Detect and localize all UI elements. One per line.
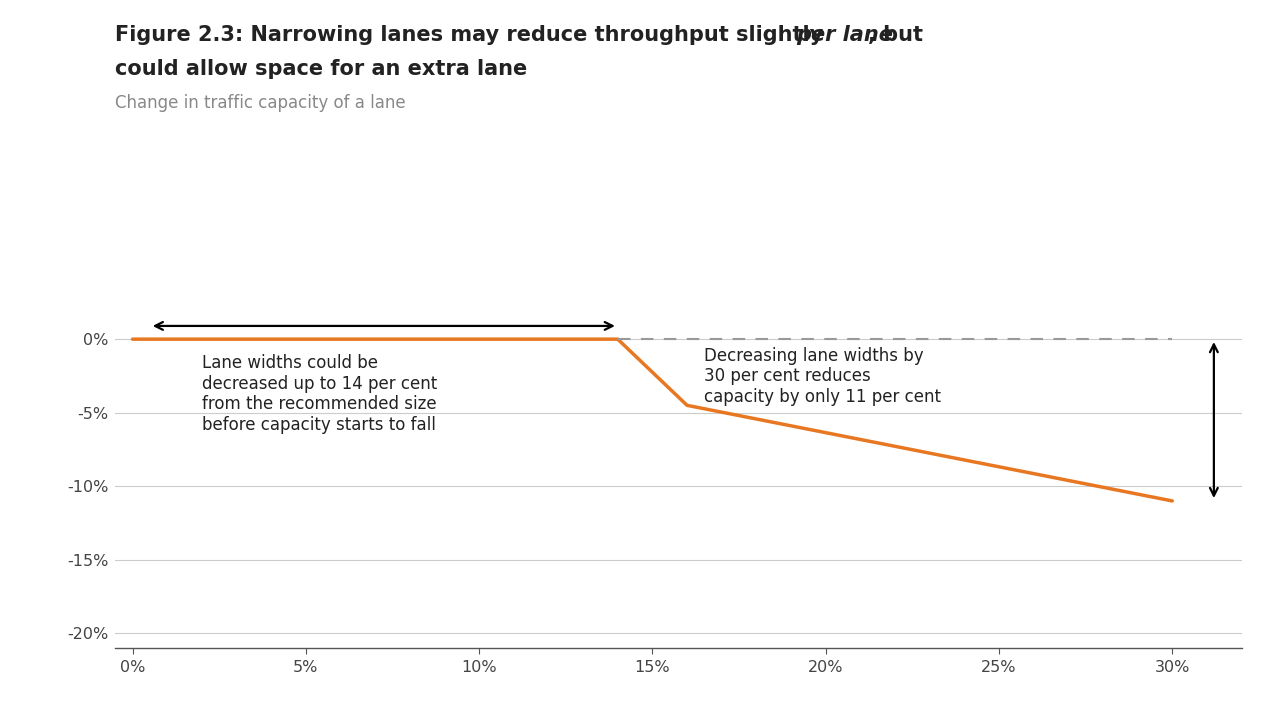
Text: per lane: per lane xyxy=(796,25,893,45)
Text: Change in traffic capacity of a lane: Change in traffic capacity of a lane xyxy=(115,94,406,112)
Text: Lane widths could be
decreased up to 14 per cent
from the recommended size
befor: Lane widths could be decreased up to 14 … xyxy=(202,354,436,434)
Text: Figure 2.3: Narrowing lanes may reduce throughput slightly: Figure 2.3: Narrowing lanes may reduce t… xyxy=(115,25,831,45)
Text: , but: , but xyxy=(868,25,923,45)
Text: Decreasing lane widths by
30 per cent reduces
capacity by only 11 per cent: Decreasing lane widths by 30 per cent re… xyxy=(704,346,941,406)
Text: could allow space for an extra lane: could allow space for an extra lane xyxy=(115,59,527,79)
